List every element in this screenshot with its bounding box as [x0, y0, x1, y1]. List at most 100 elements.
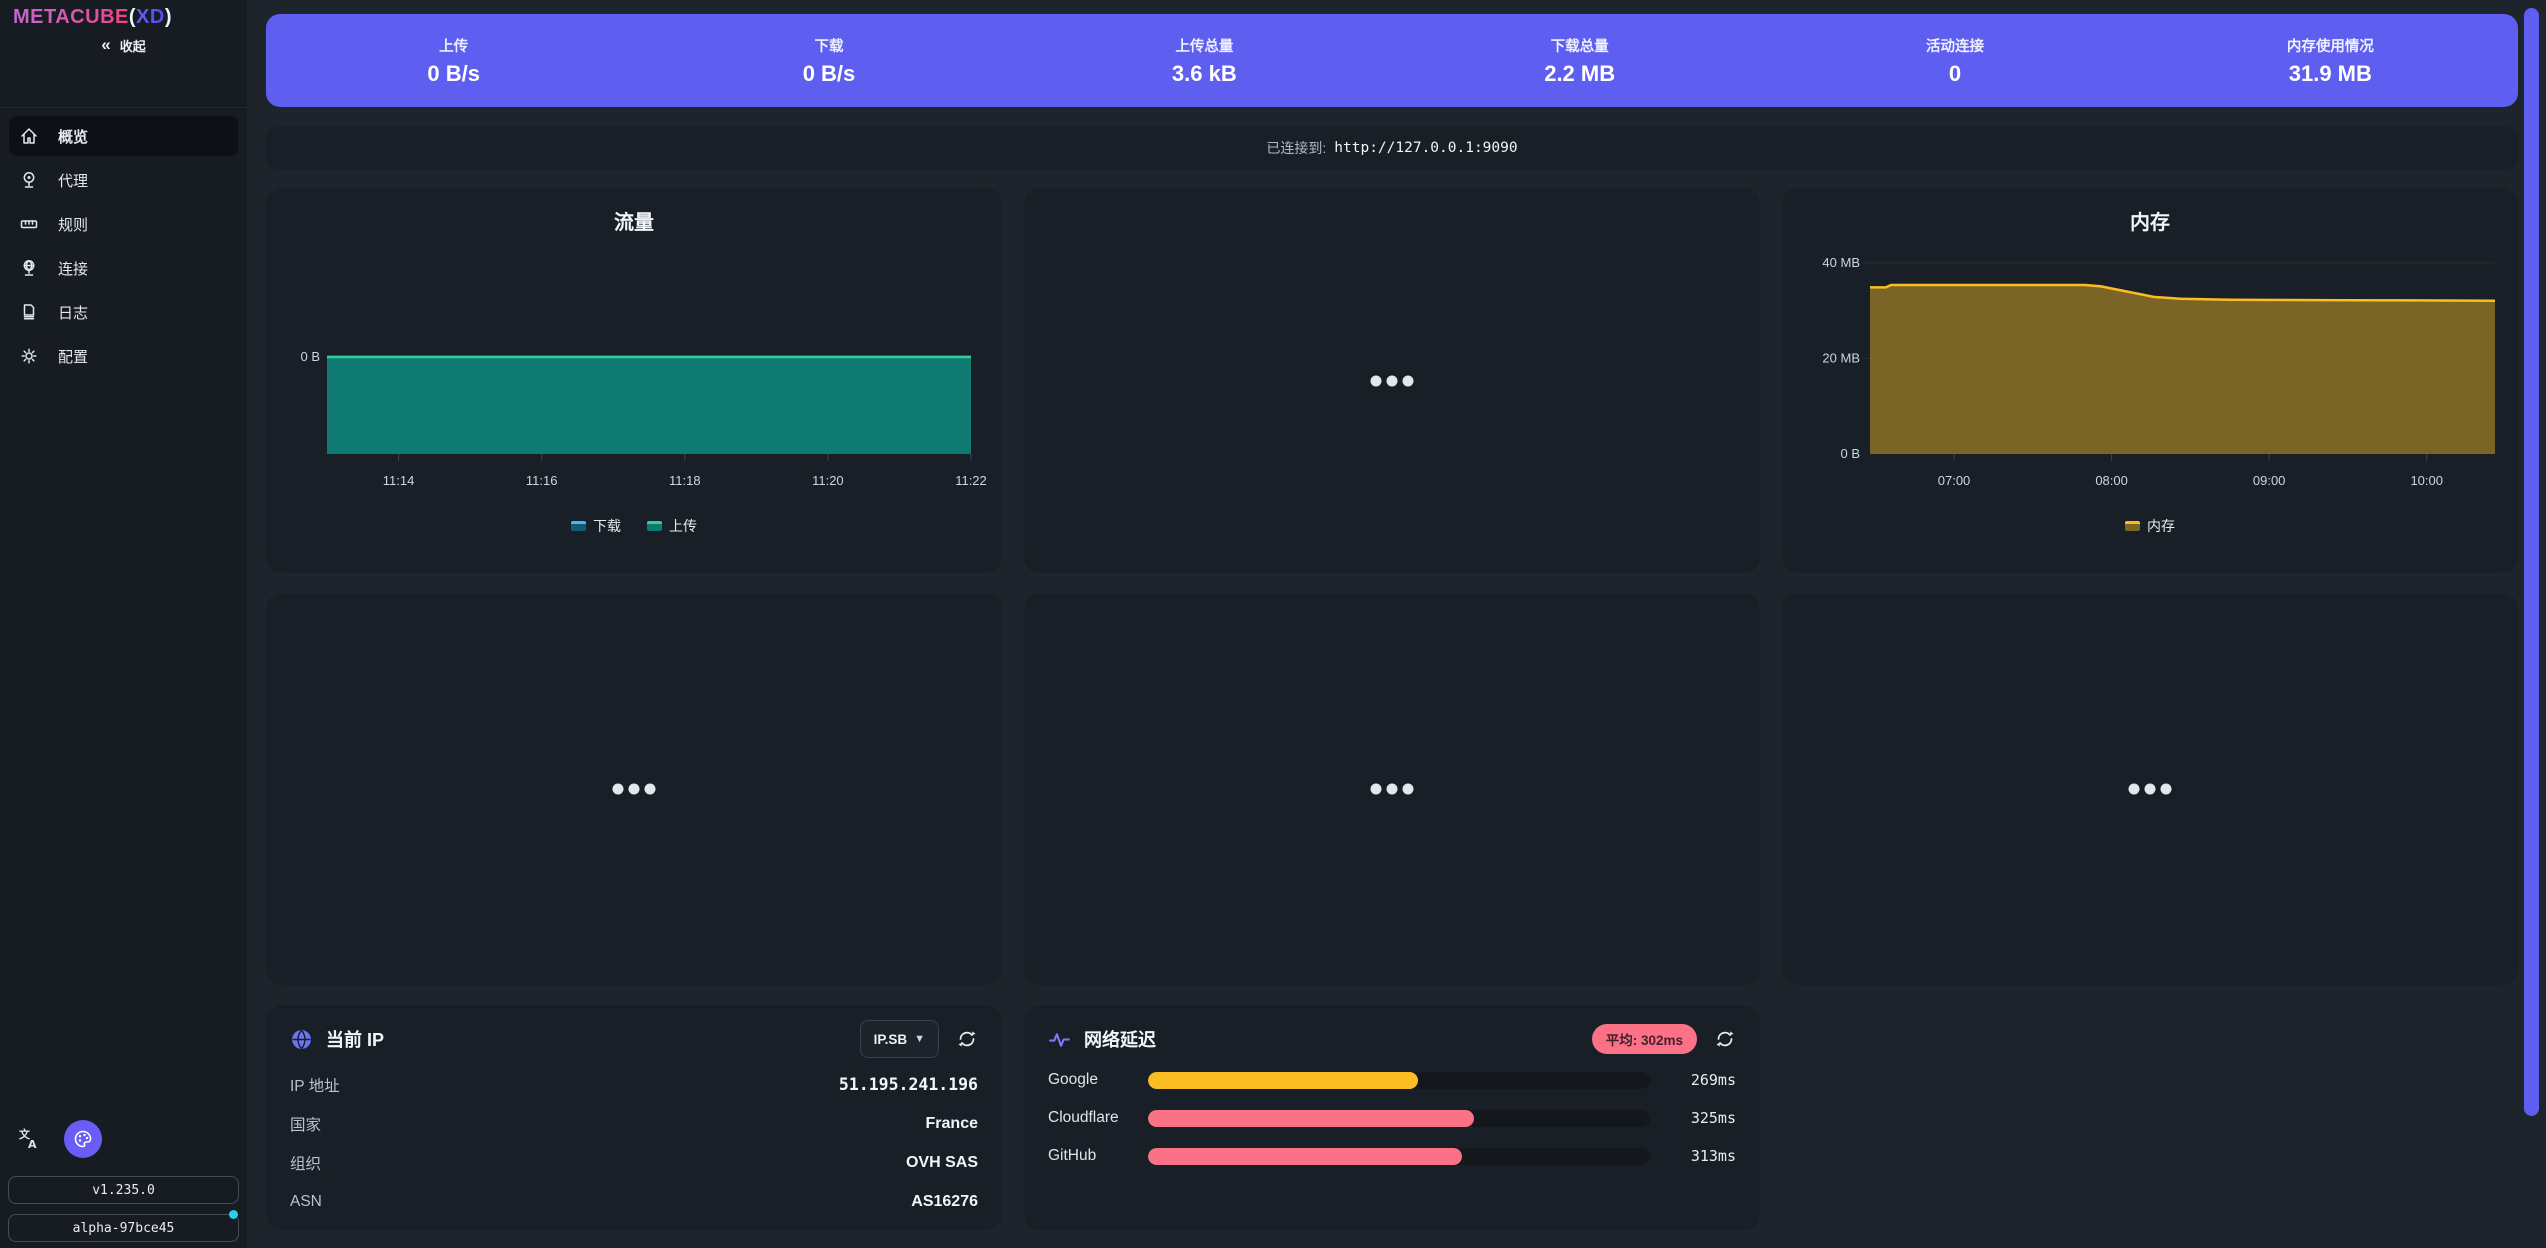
app-logo: METACUBE(XD) [13, 6, 172, 29]
stat-label: 活动连接 [1925, 38, 1984, 55]
traffic-chart-panel: 0 B 11:14 11:16 11:18 11:20 11:22 流量 下载 上传 [266, 188, 1002, 573]
svg-text:09:00: 09:00 [2253, 473, 2286, 488]
home-icon [21, 128, 37, 144]
latency-controls: 平均: 302ms [1591, 1024, 1736, 1054]
theme-palette-button[interactable] [64, 1120, 102, 1158]
sidebar-item-config[interactable]: 配置 [9, 336, 238, 376]
stat-memory-usage: 内存使用情况 31.9 MB [2143, 35, 2518, 87]
row-label: 组织 [290, 1155, 322, 1173]
stat-value: 0 B/s [427, 60, 480, 86]
stat-value: 0 [1948, 60, 1962, 86]
sidebar-item-label: 日志 [58, 304, 89, 322]
stat-upload-speed: 上传 0 B/s [266, 35, 641, 87]
core-version-button[interactable]: v1.235.0 [8, 1176, 239, 1204]
refresh-latency-icon[interactable] [1714, 1028, 1736, 1050]
legend-item-download[interactable]: 下载 [571, 516, 621, 536]
palette-icon [74, 1130, 92, 1148]
latency-list: Google 269ms Cloudflare 325ms GitHub 313… [1048, 1061, 1736, 1175]
ip-row-asn: ASN AS16276 [290, 1182, 978, 1221]
memory-legend: 内存 [1782, 516, 2518, 536]
loading-panel [1024, 593, 1760, 985]
loading-dots [2128, 783, 2172, 795]
svg-text:0 B: 0 B [300, 349, 320, 364]
sidebar-divider [0, 107, 247, 108]
svg-text:40 MB: 40 MB [1822, 255, 1860, 270]
legend-label: 上传 [669, 518, 697, 534]
latency-row-google: Google 269ms [1048, 1061, 1736, 1099]
svg-text:20 MB: 20 MB [1822, 351, 1860, 366]
latency-site: GitHub [1048, 1147, 1097, 1164]
stat-download-speed: 下载 0 B/s [641, 35, 1016, 87]
sidebar-item-label: 连接 [58, 260, 89, 278]
svg-text:文: 文 [19, 1128, 31, 1141]
ip-source-label: IP.SB [873, 1031, 908, 1047]
chevron-down-icon: ▼ [914, 1033, 925, 1045]
svg-text:08:00: 08:00 [2095, 473, 2128, 488]
stat-label: 上传总量 [1175, 38, 1234, 55]
legend-item-memory[interactable]: 内存 [2125, 516, 2175, 536]
upload-swatch [647, 521, 662, 531]
pulse-icon [1049, 1032, 1070, 1047]
sidebar-item-label: 概览 [58, 128, 89, 146]
loading-dots [1370, 783, 1414, 795]
sidebar-item-proxies[interactable]: 代理 [9, 160, 238, 200]
memory-chart: 0 B 20 MB 40 MB 07:00 08:00 09:00 10:00 [1822, 255, 2496, 488]
traffic-chart-title: 流量 [614, 212, 654, 234]
svg-text:A: A [28, 1138, 37, 1150]
latency-value: 313ms [1690, 1147, 1736, 1165]
ip-row-address: IP 地址 51.195.241.196 [290, 1065, 978, 1104]
latency-bar-track [1148, 1109, 1650, 1127]
row-value: OVH SAS [905, 1153, 978, 1171]
sidebar-item-overview[interactable]: 概览 [9, 116, 238, 156]
connections-icon [23, 260, 35, 276]
row-value: AS16276 [911, 1192, 978, 1210]
ip-source-dropdown[interactable]: IP.SB ▼ [859, 1020, 939, 1058]
refresh-ip-icon[interactable] [956, 1028, 978, 1050]
proxies-icon [23, 172, 35, 188]
latency-site: Cloudflare [1048, 1109, 1119, 1126]
ip-row-organization: 组织 OVH SAS [290, 1143, 978, 1182]
row-label: IP 地址 [290, 1077, 340, 1095]
connection-status-bar: 已连接到: http://127.0.0.1:9090 [266, 127, 2518, 169]
logs-icon [23, 304, 35, 320]
svg-text:0 B: 0 B [1840, 446, 1860, 461]
ip-info-list: IP 地址 51.195.241.196 国家 France 组织 OVH SAS A… [290, 1065, 978, 1221]
stat-upload-total: 上传总量 3.6 kB [1017, 35, 1392, 87]
legend-item-upload[interactable]: 上传 [647, 516, 697, 536]
dashboard-grid: 0 B 11:14 11:16 11:18 11:20 11:22 流量 下载 上传 0 … [266, 188, 2518, 1230]
latency-bar-track [1148, 1147, 1650, 1165]
stat-label: 下载 [814, 38, 844, 55]
latency-value: 269ms [1690, 1071, 1736, 1089]
sidebar-item-logs[interactable]: 日志 [9, 292, 238, 332]
collapse-sidebar-button[interactable]: « 收起 [0, 32, 247, 58]
current-ip-header: 当前 IP IP.SB ▼ [290, 1017, 978, 1061]
empty-grid-cell [1782, 1005, 2518, 1230]
collapse-icon: « [101, 34, 111, 54]
stat-label: 下载总量 [1550, 38, 1609, 55]
legend-label: 下载 [593, 518, 621, 534]
loading-panel [1024, 188, 1760, 573]
sidebar-menu: 概览 代理 规则 连接 日志 配置 [9, 116, 238, 380]
traffic-chart: 0 B 11:14 11:16 11:18 11:20 11:22 [300, 349, 986, 488]
sidebar-bottom-icons: 文 A [18, 1120, 102, 1158]
sidebar-item-connections[interactable]: 连接 [9, 248, 238, 288]
current-ip-title: 当前 IP [326, 1030, 385, 1050]
latency-row-cloudflare: Cloudflare 325ms [1048, 1099, 1736, 1137]
latency-bar-fill [1148, 1109, 1475, 1127]
sidebar-item-rules[interactable]: 规则 [9, 204, 238, 244]
row-value: France [925, 1114, 978, 1132]
loading-panel [266, 593, 1002, 985]
sidebar-item-label: 配置 [58, 348, 89, 366]
ui-version-button[interactable]: alpha-97bce45 [8, 1214, 239, 1242]
row-label: ASN [290, 1192, 322, 1210]
vertical-scrollbar-thumb[interactable] [2524, 8, 2539, 1116]
latency-bar-fill [1148, 1147, 1463, 1165]
memory-chart-panel: 0 B 20 MB 40 MB 07:00 08:00 09:00 10:00 内存 内存 [1782, 188, 2518, 573]
language-icon[interactable]: 文 A [18, 1128, 40, 1150]
logo-paren-close: ) [164, 6, 172, 28]
main-content: 上传 0 B/s 下载 0 B/s 上传总量 3.6 kB 下载总量 2.2 MB 活动… [266, 0, 2518, 1248]
latency-bar-track [1148, 1071, 1650, 1089]
latency-bar-fill [1148, 1071, 1419, 1089]
stat-value: 31.9 MB [2288, 60, 2372, 86]
